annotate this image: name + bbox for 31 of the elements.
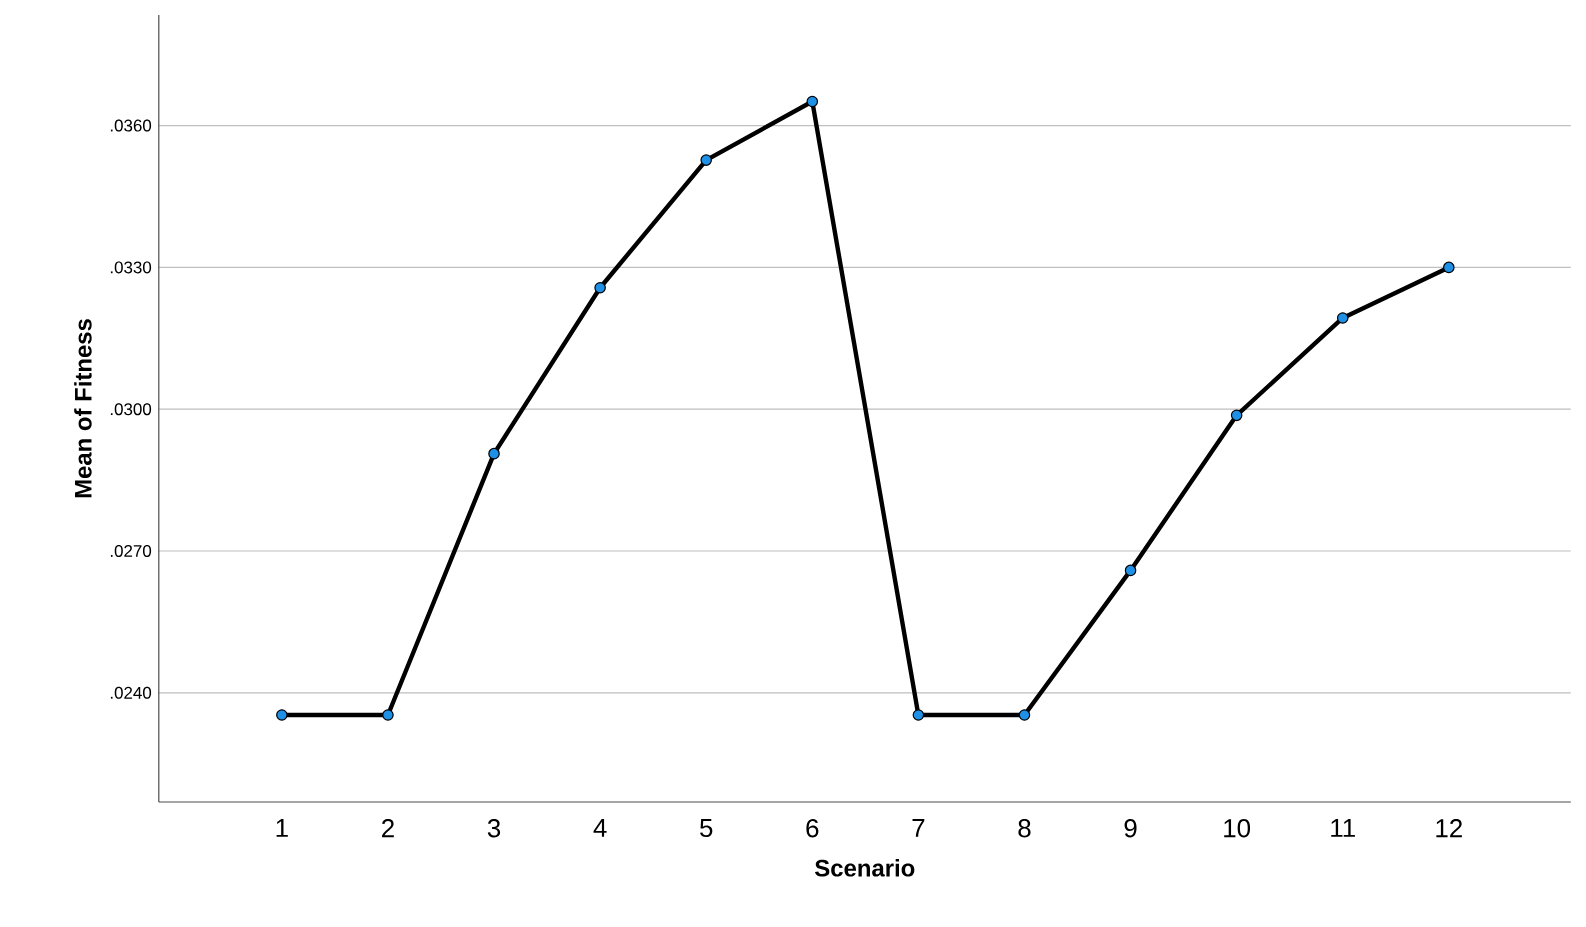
point <box>594 281 606 294</box>
x-tick-label: 10 <box>1224 819 1251 838</box>
x-tick-label: 11 <box>1331 819 1355 837</box>
y-tick-label: .0270 <box>110 545 152 557</box>
point <box>1336 312 1349 324</box>
point <box>806 95 819 108</box>
x-tick-label: 8 <box>1018 819 1031 838</box>
point <box>1018 709 1031 721</box>
y-tick-label: .0300 <box>110 403 152 416</box>
y-tick-label: .0330 <box>110 261 152 274</box>
point <box>276 709 288 721</box>
y-tick-label: .0240 <box>110 686 152 699</box>
point <box>912 709 925 721</box>
point <box>700 154 712 166</box>
point <box>1443 261 1455 274</box>
point <box>1230 409 1243 422</box>
x-tick-label: 4 <box>593 819 607 837</box>
point <box>382 709 394 721</box>
x-tick-label: 5 <box>700 819 713 838</box>
x-axis-title: Scenario <box>815 859 915 877</box>
point <box>1124 564 1137 577</box>
x-tick-label: 12 <box>1436 819 1462 838</box>
x-tick-label: 3 <box>487 819 501 838</box>
x-tick-label: 2 <box>382 819 394 838</box>
x-tick-label: 6 <box>806 819 819 838</box>
y-axis-title: Mean of Fitness <box>74 319 92 498</box>
x-tick-label: 1 <box>276 819 288 837</box>
x-tick-label: 7 <box>912 819 925 837</box>
point <box>488 447 500 460</box>
y-tick-label: .0360 <box>110 119 152 132</box>
x-tick-label: 9 <box>1124 819 1137 838</box>
